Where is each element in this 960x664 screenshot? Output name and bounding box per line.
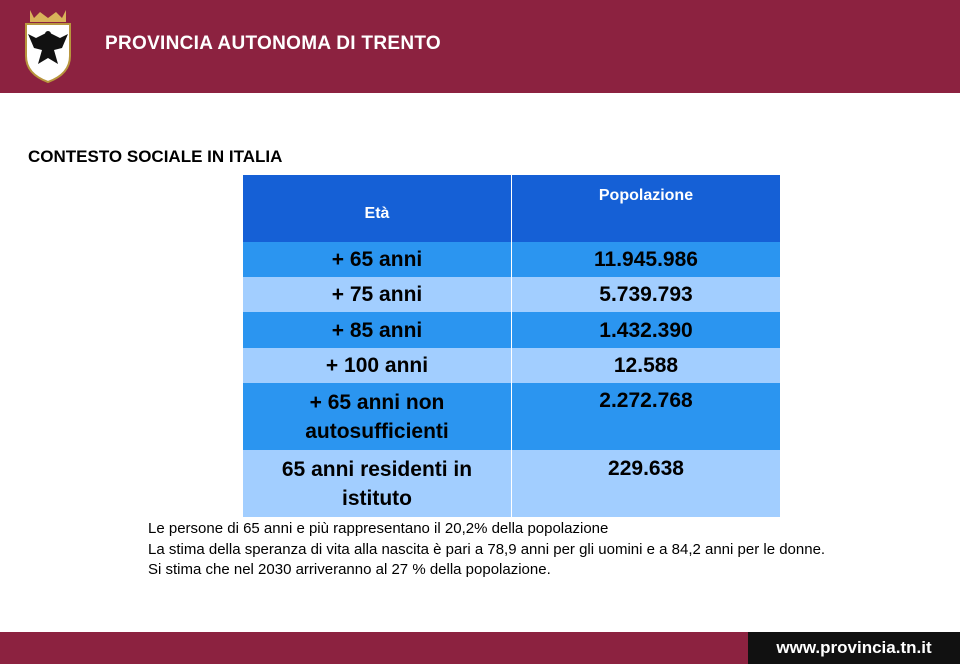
section-title: CONTESTO SOCIALE IN ITALIA bbox=[28, 147, 283, 166]
table-cell: 229.638 bbox=[511, 450, 781, 517]
notes: Le persone di 65 anni e più rappresentan… bbox=[148, 519, 848, 581]
table-header: Età Popolazione bbox=[243, 175, 781, 242]
data-table: Età Popolazione + 65 anni 11.945.986 + 75 … bbox=[243, 175, 781, 517]
column-header: Età bbox=[243, 175, 512, 242]
note-line: Le persone di 65 anni e più rappresentan… bbox=[148, 520, 609, 537]
table-cell: + 65 anni non autosufficienti bbox=[243, 383, 512, 450]
table-cell: 2.272.768 bbox=[511, 383, 781, 450]
table-row: 65 anni residenti in istituto 229.638 bbox=[243, 450, 781, 517]
table-cell: + 85 anni bbox=[243, 312, 512, 348]
header-title: PROVINCIA AUTONOMA DI TRENTO bbox=[105, 33, 441, 54]
table-cell: 11.945.986 bbox=[511, 242, 781, 277]
table-row: + 85 anni 1.432.390 bbox=[243, 312, 781, 348]
table-row: + 65 anni non autosufficienti 2.272.768 bbox=[243, 383, 781, 450]
note-line: Si stima che nel 2030 arriveranno al 27 … bbox=[148, 561, 551, 579]
footer-url: www.provincia.tn.it bbox=[748, 632, 960, 664]
table-cell: + 75 anni bbox=[243, 277, 512, 312]
table-cell: 1.432.390 bbox=[511, 312, 781, 348]
column-header: Popolazione bbox=[511, 175, 781, 242]
table-row: + 65 anni 11.945.986 bbox=[243, 242, 781, 277]
table-row: + 100 anni 12.588 bbox=[243, 348, 781, 383]
note-line: La stima della speranza di vita alla nas… bbox=[148, 540, 826, 558]
table-cell: + 65 anni bbox=[243, 242, 512, 277]
table-cell: 5.739.793 bbox=[511, 277, 781, 312]
table-row: + 75 anni 5.739.793 bbox=[243, 277, 781, 312]
table-cell: 12.588 bbox=[511, 348, 781, 383]
footer-bar: www.provincia.tn.it bbox=[0, 632, 960, 664]
table-cell: 65 anni residenti in istituto bbox=[243, 450, 512, 517]
logo bbox=[25, 10, 71, 84]
table-cell: + 100 anni bbox=[243, 348, 512, 383]
header-bar: PROVINCIA AUTONOMA DI TRENTO bbox=[0, 0, 960, 93]
